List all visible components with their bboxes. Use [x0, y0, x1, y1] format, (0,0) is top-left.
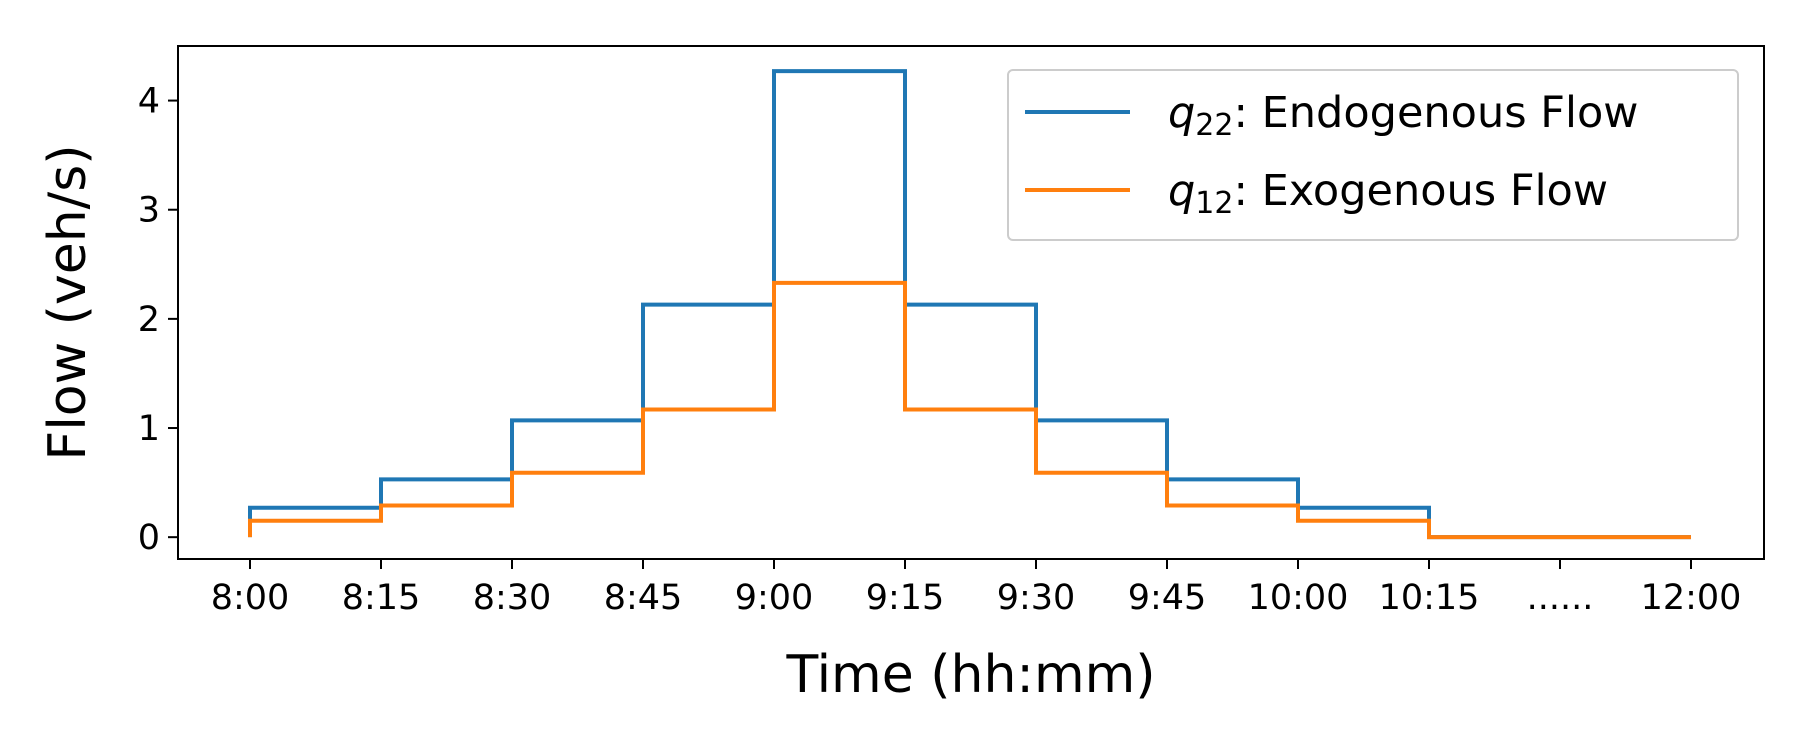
x-tick-label: 8:15 [342, 578, 421, 618]
x-tick-label: 10:15 [1379, 578, 1480, 618]
legend-box [1007, 69, 1739, 241]
legend-symbol: q [1168, 88, 1195, 138]
x-tick-label: 8:45 [604, 578, 683, 618]
series-layer [248, 69, 1691, 540]
legend-text: : Endogenous Flow [1233, 88, 1638, 138]
y-axis-title: Flow (veh/s) [38, 144, 98, 460]
x-tick-label: ...... [1527, 578, 1594, 618]
plot-frame [177, 45, 1765, 560]
x-tick-label: 10:00 [1248, 578, 1349, 618]
x-tick-label: 9:00 [735, 578, 814, 618]
y-tick-label: 0 [138, 518, 160, 558]
legend-label-exogenous: q12: Exogenous Flow [1168, 166, 1608, 221]
x-tick-label: 9:45 [1128, 578, 1207, 618]
legend-subscript: 12 [1195, 186, 1233, 221]
y-tick-label: 4 [138, 82, 160, 122]
legend-symbol: q [1168, 166, 1195, 216]
y-tick-label: 1 [138, 409, 160, 449]
x-tick-label: 12:00 [1641, 578, 1742, 618]
series-line-exogenous [248, 280, 1691, 540]
x-tick-label: 8:30 [473, 578, 552, 618]
y-tick-label: 2 [138, 300, 160, 340]
legend-text: : Exogenous Flow [1233, 166, 1608, 216]
legend-label-endogenous: q22: Endogenous Flow [1168, 88, 1638, 143]
y-tick-label: 3 [138, 191, 160, 231]
x-tick-label: 9:15 [866, 578, 945, 618]
x-tick-label: 9:30 [997, 578, 1076, 618]
legend-subscript: 22 [1195, 108, 1233, 143]
x-tick-label: 8:00 [211, 578, 290, 618]
ticks-layer: 8:00 8:15 8:30 8:45 9:00 9:15 9:30 9:45 10:00 10:… [138, 82, 1742, 618]
x-axis-title: Time (hh:mm) [785, 645, 1155, 705]
series-line-endogenous [248, 69, 1691, 540]
